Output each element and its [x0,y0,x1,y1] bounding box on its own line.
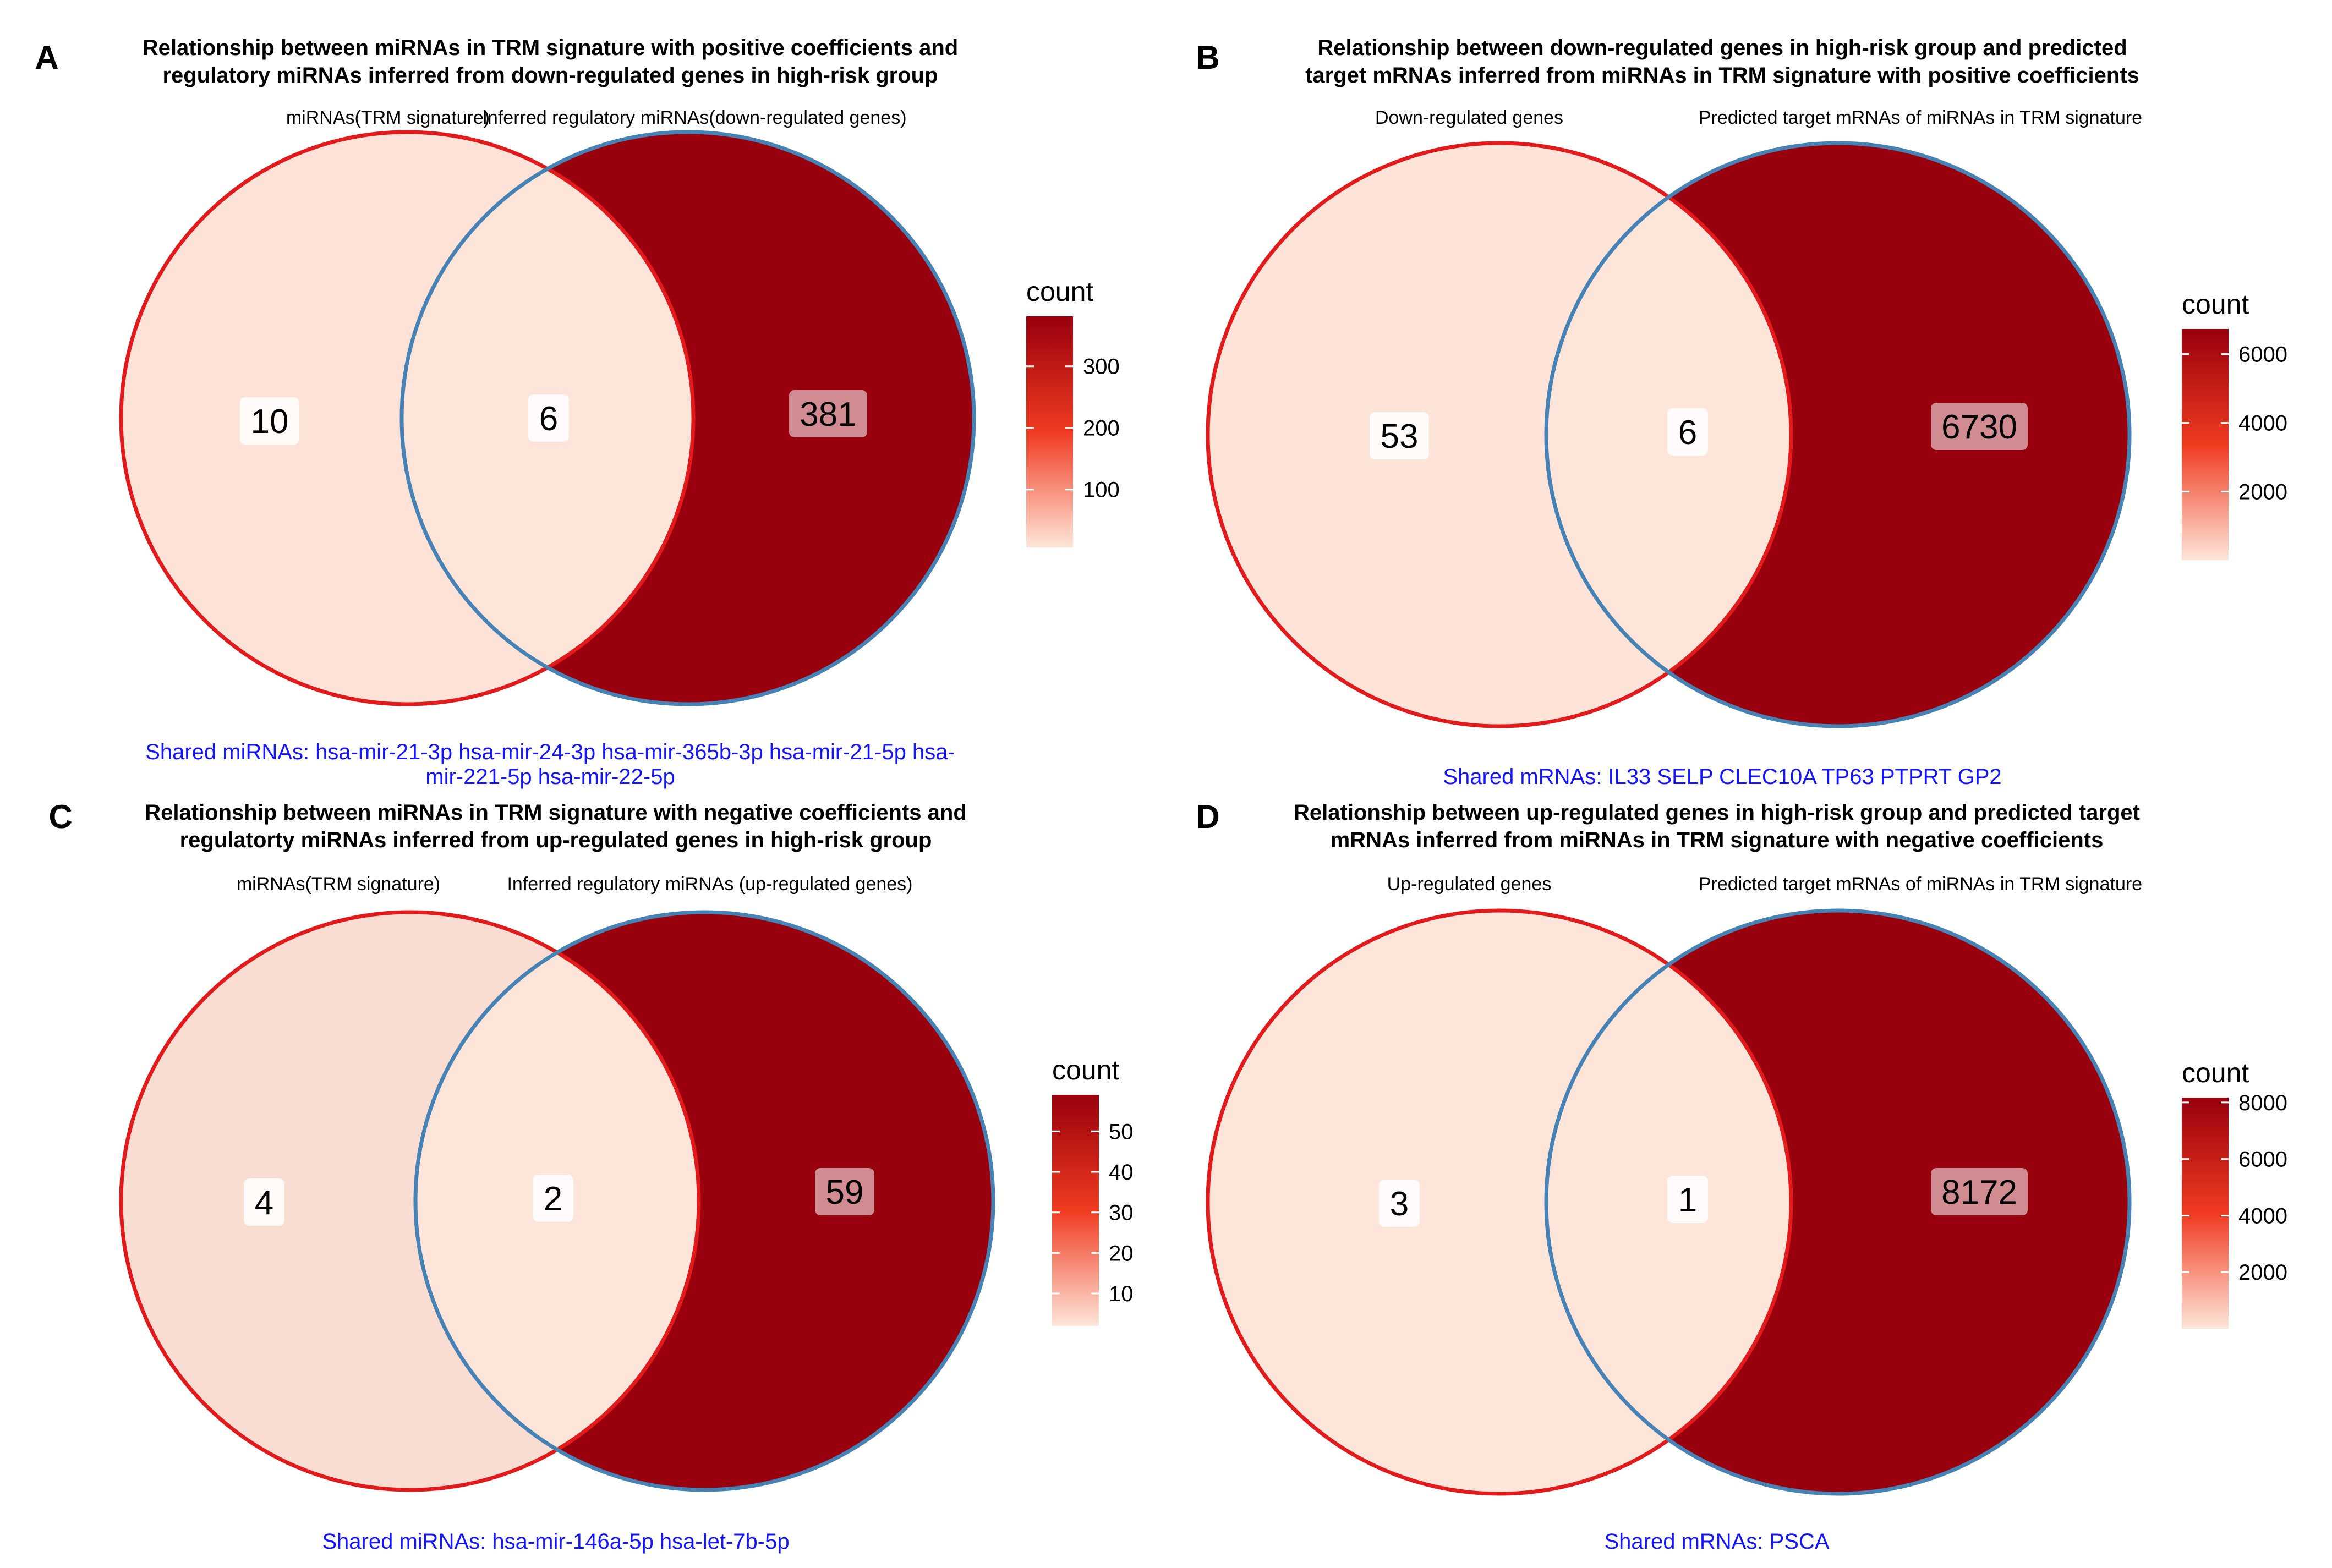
legend-tick-label: 300 [1083,355,1120,379]
count-a-only: 10 [251,403,289,441]
panel-letter: C [48,798,72,835]
venn-panel-b: B Relationship between down-regulated gen… [1196,36,2287,789]
legend-tick-label: 50 [1109,1120,1134,1144]
venn-panel-a: A Relationship between miRNAs in TRM sign… [35,36,1119,789]
legend-tick-label: 6000 [2238,1148,2287,1172]
legend-title: count [2182,1057,2249,1088]
legend-title: count [2182,289,2249,320]
legend-colorbar [2182,329,2229,560]
legend-tick-label: 4000 [2238,412,2287,436]
set-a-outline [1206,141,1793,728]
count-a-only: 3 [1390,1185,1409,1223]
panel-letter: A [35,39,58,76]
count-b-only: 59 [826,1174,864,1211]
shared-caption: Shared miRNAs: hsa-mir-21-3p hsa-mir-24-… [145,740,955,764]
legend-tick-label: 20 [1109,1241,1134,1265]
set-b-outline [1544,908,2132,1496]
set-a-outline [119,910,701,1492]
panel-title-line: regulatory miRNAs inferred from down-reg… [162,63,938,87]
panel-title-line: Relationship between up-regulated genes … [1294,801,2140,825]
legend-colorbar [1026,316,1073,547]
set-b-outline [399,130,976,706]
shared-caption: Shared mRNAs: IL33 SELP CLEC10A TP63 PTP… [1443,765,2001,789]
venn-panel-d: D Relationship between up-regulated genes… [1196,798,2287,1554]
shared-caption: Shared miRNAs: hsa-mir-146a-5p hsa-let-7… [322,1529,789,1554]
venn-panel-c: C Relationship between miRNAs in TRM sign… [48,798,1133,1554]
count-b-only-box [1931,1168,2028,1215]
count-b-only: 381 [800,396,856,434]
intersection-region [415,912,699,1490]
count-b-only-box [789,390,867,437]
count-shared-box [533,1175,573,1222]
panel-title-line: Relationship between miRNAs in TRM signa… [145,801,967,825]
legend-tick-label: 2000 [2238,480,2287,504]
legend-tick-label: 30 [1109,1201,1134,1225]
count-a-only-box [240,397,299,445]
panel-title-line: Relationship between down-regulated gene… [1317,36,2127,60]
set-b-label: Inferred regulatory miRNAs(down-regulate… [482,107,906,128]
legend-colorbar [1052,1095,1099,1326]
shared-caption: mir-221-5p hsa-mir-22-5p [425,765,675,789]
legend-tick-label: 2000 [2238,1260,2287,1285]
set-a-label: miRNAs(TRM signature) [286,107,490,128]
intersection-region [402,132,693,704]
count-shared: 1 [1678,1181,1697,1219]
intersection-region [1546,143,1791,726]
count-shared: 6 [539,400,558,438]
panel-title-line: Relationship between miRNAs in TRM signa… [143,36,958,60]
panel-letter: B [1196,39,1219,76]
set-a-label: Up-regulated genes [1387,874,1552,895]
legend-tick-label: 4000 [2238,1204,2287,1228]
count-a-only: 53 [1381,418,1419,456]
legend-tick-label: 10 [1109,1282,1134,1306]
legend-title: count [1026,276,1093,307]
legend-tick-label: 8000 [2238,1091,2287,1115]
set-a-label: miRNAs(TRM signature) [237,874,440,895]
intersection-region [1546,911,1791,1494]
count-shared: 6 [1678,414,1697,452]
count-shared: 2 [544,1180,562,1218]
set-a-outline [1206,908,1793,1496]
count-a-only: 4 [255,1184,273,1222]
set-b-label: Predicted target mRNAs of miRNAs in TRM … [1699,107,2142,128]
count-b-only: 8172 [1941,1174,2017,1211]
legend-title: count [1052,1055,1119,1085]
legend-tick-label: 100 [1083,478,1120,502]
panel-title-line: mRNAs inferred from miRNAs in TRM signat… [1331,828,2104,852]
count-shared-box [1667,1176,1708,1223]
panel-title-line: regulatorty miRNAs inferred from up-regu… [180,828,932,852]
shared-caption: Shared mRNAs: PSCA [1604,1529,1829,1554]
count-b-only: 6730 [1941,408,2017,446]
count-a-only-box [244,1178,284,1226]
count-shared-box [1667,408,1708,456]
legend-colorbar [2182,1098,2229,1329]
set-a-outline [119,130,696,706]
set-b-outline [1544,141,2132,728]
panel-title-line: target mRNAs inferred from miRNAs in TRM… [1305,63,2139,87]
count-a-only-box [1370,412,1429,459]
set-b-label: Inferred regulatory miRNAs (up-regulated… [507,874,912,895]
count-b-only-box [1931,403,2028,450]
count-a-only-box [1379,1180,1420,1227]
set-b-outline [413,910,995,1492]
set-b-label: Predicted target mRNAs of miRNAs in TRM … [1699,874,2142,895]
legend-tick-label: 200 [1083,416,1120,441]
legend-tick-label: 6000 [2238,343,2287,367]
count-shared-box [528,394,569,442]
count-b-only-box [815,1168,874,1215]
legend-tick-label: 40 [1109,1160,1134,1185]
set-a-label: Down-regulated genes [1375,107,1563,128]
panel-letter: D [1196,798,1219,835]
